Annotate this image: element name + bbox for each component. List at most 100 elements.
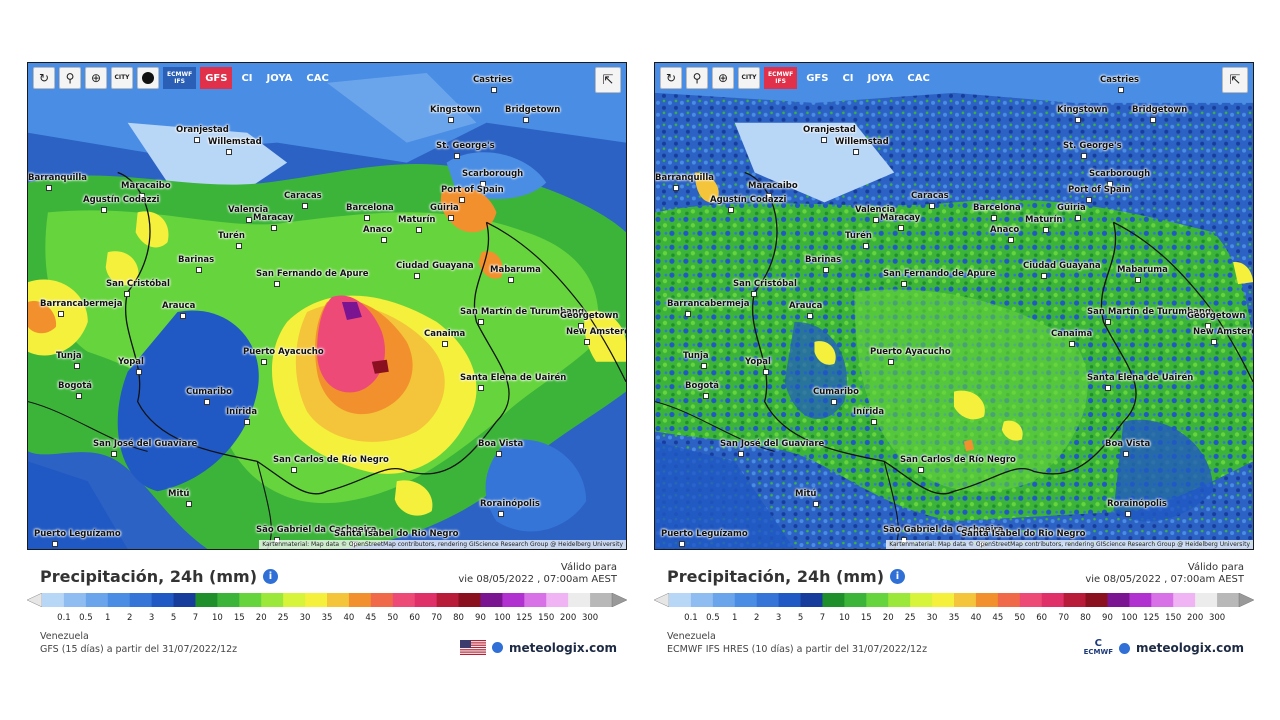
scale-tick-label: 70 <box>431 613 443 623</box>
scale-swatch <box>63 593 87 607</box>
scale-swatch <box>173 593 196 607</box>
city-marker <box>703 393 709 399</box>
model-tab-ecmwf[interactable]: ECMWF IFS <box>764 67 798 89</box>
city-marker <box>898 225 904 231</box>
city-marker <box>1211 339 1217 345</box>
brand-text[interactable]: meteologix.com <box>1136 641 1244 655</box>
city-label: Barinas <box>805 255 842 265</box>
brand: meteologix.com <box>460 640 617 655</box>
city-label: São Gabriel da Cachoeira <box>883 525 1004 535</box>
city-toggle-button[interactable]: CITY <box>738 67 760 89</box>
share-icon[interactable]: ⇱ <box>595 67 621 93</box>
model-tab-ci[interactable]: CI <box>842 72 854 84</box>
precip-color-scale <box>27 593 627 607</box>
model-tab-gfs[interactable]: GFS <box>806 72 829 84</box>
map-attribution: Kartenmaterial: Map data © OpenStreetMap… <box>259 540 626 549</box>
city-label: Arauca <box>789 301 823 311</box>
brand: C ECMWF meteologix.com <box>1083 638 1244 657</box>
ecmwf-logo: C ECMWF <box>1083 638 1114 657</box>
scale-swatch <box>217 593 240 607</box>
scale-swatch <box>107 593 131 607</box>
city-label: Mitú <box>168 489 190 499</box>
city-marker <box>929 203 935 209</box>
refresh-icon[interactable]: ↻ <box>33 67 55 89</box>
city-marker <box>261 359 267 365</box>
share-icon[interactable]: ⇱ <box>1222 67 1248 93</box>
model-tab-ci[interactable]: CI <box>241 72 253 84</box>
scale-tick-label: 15 <box>233 613 245 623</box>
scale-tick-label: 90 <box>475 613 486 623</box>
info-icon[interactable]: i <box>263 569 279 584</box>
city-marker <box>918 467 924 473</box>
scale-arrow-high <box>611 593 627 607</box>
city-label: Tunja <box>683 351 709 361</box>
scale-tick-label: 100 <box>1121 613 1138 623</box>
scale-swatch <box>458 593 481 607</box>
city-label: Puerto Ayacucho <box>870 347 951 357</box>
city-marker <box>74 363 80 369</box>
zoom-icon[interactable]: ⊕ <box>712 67 734 89</box>
model-tab-cac[interactable]: CAC <box>306 72 329 84</box>
model-tab-ecmwf[interactable]: ECMWF IFS <box>163 67 197 89</box>
city-marker <box>679 541 685 547</box>
city-marker <box>1081 153 1087 159</box>
city-marker <box>226 149 232 155</box>
city-label: Cumaribo <box>813 387 859 397</box>
scale-tick-label: 10 <box>211 613 223 623</box>
scale-tick-label: 25 <box>904 613 916 623</box>
model-tab-cac[interactable]: CAC <box>907 72 930 84</box>
city-marker <box>1107 181 1113 187</box>
city-label: Maracaibo <box>748 181 798 191</box>
brand-text[interactable]: meteologix.com <box>509 640 617 655</box>
refresh-icon[interactable]: ↻ <box>660 67 682 89</box>
city-label: Scarborough <box>1089 169 1151 179</box>
scale-tick-label: 15 <box>860 613 872 623</box>
city-marker <box>1041 273 1047 279</box>
city-label: Cumaribo <box>186 387 232 397</box>
city-label: Bogotá <box>685 381 720 391</box>
city-marker <box>1086 197 1092 203</box>
city-marker <box>58 311 64 317</box>
city-label: Yopal <box>118 357 144 367</box>
locate-icon[interactable]: ⚲ <box>59 67 81 89</box>
scale-swatch <box>822 593 845 607</box>
model-tab-gfs[interactable]: GFS <box>200 67 233 89</box>
city-label: Güiria <box>430 203 459 213</box>
city-marker <box>673 185 679 191</box>
city-label: Yopal <box>745 357 771 367</box>
ecmwf-precipitation-map[interactable]: ↻ ⚲ ⊕ CITY ECMWF IFS GFS CI JOYA CAC ⇱ Ca… <box>654 62 1254 550</box>
city-marker <box>454 153 460 159</box>
city-label: Mabaruma <box>1117 265 1168 275</box>
gfs-precip-field <box>28 63 626 549</box>
gfs-precipitation-map[interactable]: ↻ ⚲ ⊕ CITY ECMWF IFS GFS CI JOYA CAC ⇱ Ca… <box>27 62 627 550</box>
info-icon[interactable]: i <box>890 569 906 584</box>
scale-swatch <box>480 593 503 607</box>
model-tab-joya[interactable]: JOYA <box>266 72 293 84</box>
city-marker <box>1075 117 1081 123</box>
city-marker <box>1135 277 1141 283</box>
city-marker <box>204 399 210 405</box>
scale-tick-label: 0.1 <box>57 613 71 623</box>
scale-tick-label: 125 <box>1143 613 1160 623</box>
zoom-icon[interactable]: ⊕ <box>85 67 107 89</box>
scale-tick-label: 60 <box>409 613 421 623</box>
city-label: Kingstown <box>1057 105 1108 115</box>
city-label: Turén <box>845 231 872 241</box>
globe-icon <box>1119 642 1131 654</box>
city-label: Valencia <box>855 205 896 215</box>
precip-color-scale <box>654 593 1254 607</box>
city-toggle-button[interactable]: CITY <box>111 67 133 89</box>
model-tab-joya[interactable]: JOYA <box>867 72 894 84</box>
scale-swatch <box>1217 593 1240 607</box>
globe-icon <box>492 642 504 653</box>
scale-swatch <box>910 593 933 607</box>
city-marker <box>52 541 58 547</box>
locate-icon[interactable]: ⚲ <box>686 67 708 89</box>
city-label: San Fernando de Apure <box>256 269 369 279</box>
scale-tick-label: 60 <box>1036 613 1048 623</box>
city-marker <box>821 137 827 143</box>
dot-icon[interactable] <box>137 67 159 89</box>
scale-tick-label: 50 <box>1014 613 1026 623</box>
city-label: Castries <box>473 75 513 85</box>
city-marker <box>871 419 877 425</box>
